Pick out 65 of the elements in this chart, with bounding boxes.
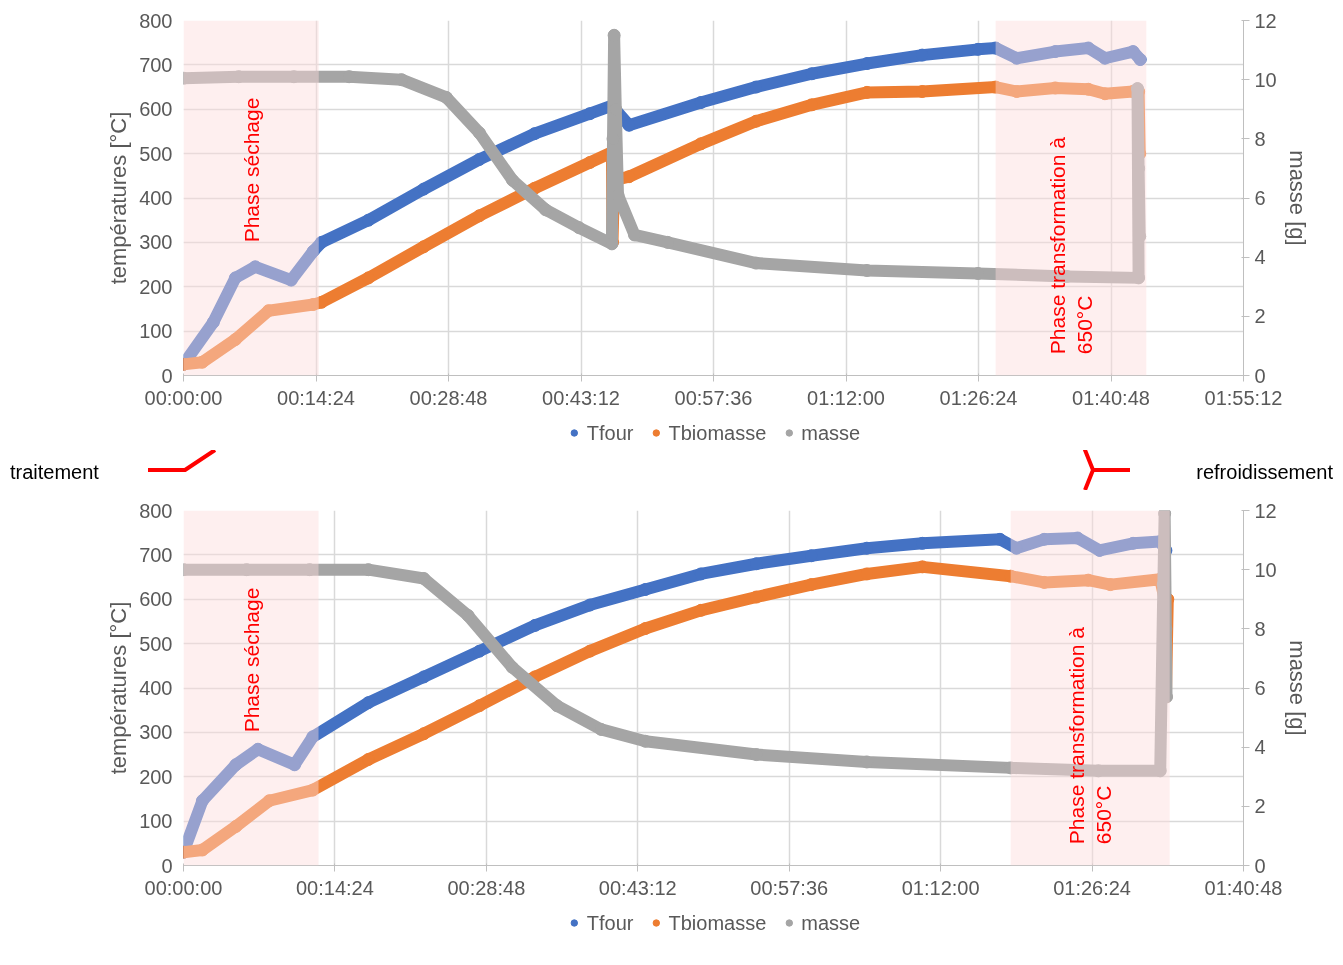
y2-tick-label: 12	[1254, 499, 1277, 522]
y-tick-label: 600	[139, 588, 173, 611]
y2-axis-title: masse [g]	[1284, 640, 1310, 736]
y2-tick-label: 8	[1254, 617, 1266, 640]
y-axis-title: températures [°C]	[106, 601, 132, 775]
y-tick-label: 800	[139, 499, 173, 522]
x-tick-label: 00:57:36	[674, 386, 753, 409]
y2-tick-label: 6	[1254, 187, 1266, 209]
y2-axis-title: masse [g]	[1284, 150, 1310, 246]
x-tick-label: 00:00:00	[144, 876, 223, 899]
x-tick-label: 01:26:24	[1053, 876, 1132, 899]
y-tick-label: 400	[139, 187, 173, 209]
y2-tick-label: 10	[1254, 68, 1277, 91]
x-tick-label: 00:43:12	[542, 386, 620, 409]
y-tick-label: 600	[139, 98, 173, 121]
x-tick-label: 01:55:12	[1204, 386, 1283, 409]
text: traitement	[10, 460, 99, 485]
y2-tick-label: 0	[1254, 854, 1266, 877]
x-tick-label: 00:14:24	[296, 876, 374, 899]
y2-tick-label: 4	[1254, 246, 1266, 269]
x-tick-label: 01:26:24	[939, 386, 1018, 409]
legend-label: masse	[801, 911, 861, 934]
y-tick-label: 400	[139, 677, 173, 699]
band-label: Phase séchage	[239, 97, 263, 243]
band-label: Phase séchage	[239, 587, 263, 733]
y2-tick-label: 6	[1254, 677, 1266, 699]
legend-label: Tfour	[586, 911, 634, 934]
y-tick-label: 0	[161, 854, 173, 877]
x-tick-label: 01:12:00	[901, 876, 980, 899]
y2-tick-label: 2	[1254, 795, 1266, 818]
y2-tick-label: 0	[1254, 364, 1266, 387]
y-tick-label: 0	[161, 364, 173, 387]
x-tick-label: 00:43:12	[598, 876, 677, 899]
legend-label: Tfour	[586, 421, 634, 444]
y-tick-label: 700	[139, 53, 173, 76]
y2-tick-label: 8	[1254, 127, 1266, 150]
x-tick-label: 00:00:00	[144, 386, 223, 409]
band-label: Phase transformation à 650°C	[1045, 136, 1097, 355]
y-tick-label: 500	[139, 632, 173, 655]
y-tick-label: 200	[139, 275, 173, 298]
y-tick-label: 500	[139, 142, 173, 165]
y-axis-title: températures [°C]	[106, 111, 132, 285]
band-label: Phase transformation à 650°C	[1064, 626, 1116, 845]
y-tick-label: 800	[139, 9, 173, 32]
y-tick-label: 100	[139, 320, 173, 343]
y2-tick-label: 4	[1254, 736, 1266, 759]
x-tick-label: 00:28:48	[447, 876, 526, 899]
x-tick-label: 01:40:48	[1204, 876, 1283, 899]
legend-label: masse	[801, 421, 861, 444]
x-tick-label: 00:28:48	[409, 386, 488, 409]
text: refroidissement	[1196, 460, 1333, 485]
legend-label: Tbiomasse	[668, 421, 767, 444]
y-tick-label: 300	[139, 721, 173, 744]
x-tick-label: 01:12:00	[807, 386, 885, 409]
y-tick-label: 100	[139, 810, 173, 833]
y-tick-label: 700	[139, 543, 173, 566]
x-tick-label: 01:40:48	[1072, 386, 1150, 409]
x-tick-label: 00:57:36	[750, 876, 829, 899]
y2-tick-label: 12	[1254, 9, 1277, 32]
y2-tick-label: 10	[1254, 558, 1277, 581]
y-tick-label: 200	[139, 765, 173, 788]
x-tick-label: 00:14:24	[277, 386, 355, 409]
y-tick-label: 300	[139, 231, 173, 254]
legend-label: Tbiomasse	[668, 911, 767, 934]
y2-tick-label: 2	[1254, 305, 1266, 328]
